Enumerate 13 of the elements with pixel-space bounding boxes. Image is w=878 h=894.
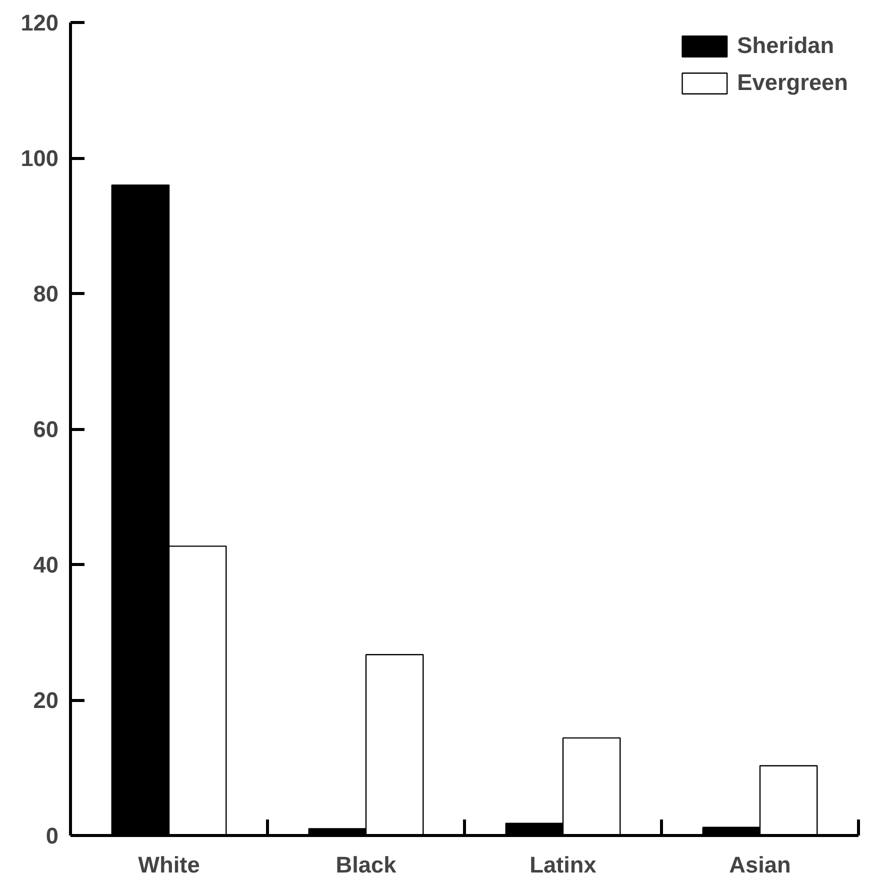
y-tick-label: 120 xyxy=(20,10,59,36)
x-tick-label: Latinx xyxy=(530,852,597,878)
y-tick-label: 0 xyxy=(46,822,59,848)
y-tick-label: 40 xyxy=(33,552,58,578)
y-tick-label: 60 xyxy=(33,416,58,442)
x-tick-label: White xyxy=(138,852,200,878)
y-tick-label: 100 xyxy=(20,145,59,171)
x-tick-label: Black xyxy=(336,852,397,878)
y-tick-label: 80 xyxy=(33,280,58,306)
legend-label: Sheridan xyxy=(737,32,834,59)
y-tick-label: 20 xyxy=(33,687,58,713)
x-tick-label: Asian xyxy=(729,852,791,878)
legend-label: Evergreen xyxy=(737,69,848,96)
